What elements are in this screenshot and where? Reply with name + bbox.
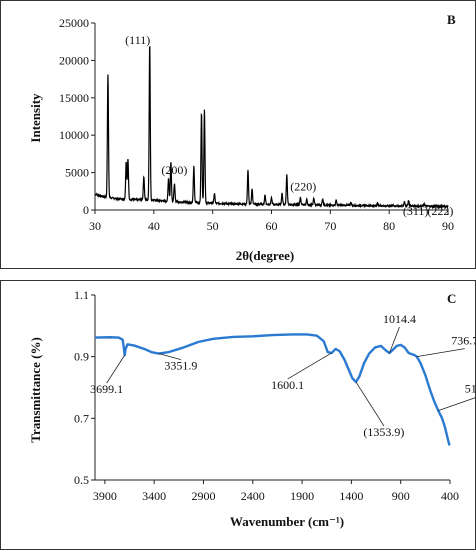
panel-c-annotation: 518.8 bbox=[465, 382, 476, 396]
panel-b-x-tick-label: 60 bbox=[266, 219, 278, 233]
panel-c-x-tick-label: 400 bbox=[441, 489, 459, 503]
panel-c-y-tick-label: 0.9 bbox=[74, 350, 89, 364]
panel-b-letter: B bbox=[447, 12, 456, 27]
panel-c-annotation: 1014.4 bbox=[383, 312, 416, 326]
panel-b-ylabel: Intensity bbox=[28, 93, 43, 143]
panel-b-x-tick-label: 30 bbox=[89, 219, 101, 233]
panel-b-x-tick-label: 40 bbox=[148, 219, 160, 233]
panel-c-ylabel: Transmittance (%) bbox=[28, 337, 43, 443]
panel-c-letter: C bbox=[447, 291, 456, 306]
panel-c-xlabel: Wavenumber (cm⁻¹) bbox=[230, 514, 344, 529]
panel-c-x-tick-label: 3400 bbox=[142, 489, 166, 503]
panel-b-annotation: (200) bbox=[161, 163, 187, 177]
panel-c-annotation: (1353.9) bbox=[363, 425, 404, 439]
panel-c-annotation: 736.7 bbox=[451, 334, 476, 348]
panel-b-x-tick-label: 80 bbox=[383, 219, 395, 233]
panel-b-y-tick-label: 20000 bbox=[59, 53, 89, 67]
panel-b-annotation: (311) bbox=[403, 204, 429, 218]
panel-b-x-tick-label: 70 bbox=[324, 219, 336, 233]
panel-b-annotation: (222) bbox=[427, 204, 453, 218]
panel-c-x-tick-label: 3900 bbox=[93, 489, 117, 503]
panel-c-annotation-leader bbox=[438, 396, 476, 412]
panel-b-y-tick-label: 15000 bbox=[59, 91, 89, 105]
panel-c-series-line bbox=[94, 333, 451, 446]
panel-c-plot: 0.5 0.7 0.9 1.1 3900 3400 2900 2400 1900 1400 900 4… bbox=[74, 288, 476, 503]
panel-c-annotation-leader bbox=[287, 352, 332, 380]
panel-c-annotation-leader bbox=[355, 381, 385, 427]
panel-c-x-tick-label: 2900 bbox=[191, 489, 215, 503]
panel-b-series-line bbox=[94, 45, 449, 210]
panel-c-y-tick-label: 1.1 bbox=[74, 288, 89, 302]
panel-b-y-tick-label: 5000 bbox=[65, 166, 89, 180]
panel-b-annotation: (111) bbox=[125, 33, 150, 47]
panel-c-x-tick-label: 1400 bbox=[339, 489, 363, 503]
panel-b-y-tick-label: 0 bbox=[83, 203, 89, 217]
panel-c-annotation-leader bbox=[158, 353, 182, 360]
panel-c-annotation: 3699.1 bbox=[90, 382, 123, 396]
panel-c-annotation-leader bbox=[106, 354, 126, 384]
panel-c-x-tick-label: 2400 bbox=[241, 489, 265, 503]
panel-c-annotation: 3351.9 bbox=[164, 359, 197, 373]
panel-c-x-tick-label: 1900 bbox=[290, 489, 314, 503]
panel-b-x-tick-label: 50 bbox=[207, 219, 219, 233]
panel-c-x-tick-label: 900 bbox=[392, 489, 410, 503]
panel-c-annotation: 1600.1 bbox=[271, 378, 304, 392]
panel-b-y-tick-label: 25000 bbox=[59, 16, 89, 30]
panel-b-xlabel: 2θ(degree) bbox=[236, 248, 295, 263]
panel-b-x-tick-label: 90 bbox=[442, 219, 454, 233]
panel-c-y-tick-label: 0.5 bbox=[74, 473, 89, 487]
panel-c-y-tick-label: 0.7 bbox=[74, 411, 89, 425]
panel-c-annotation-leader bbox=[389, 326, 400, 354]
panel-b-annotation: (220) bbox=[290, 180, 316, 194]
panel-b-y-tick-label: 10000 bbox=[59, 128, 89, 142]
panel-c-annotation-leader bbox=[416, 348, 465, 358]
